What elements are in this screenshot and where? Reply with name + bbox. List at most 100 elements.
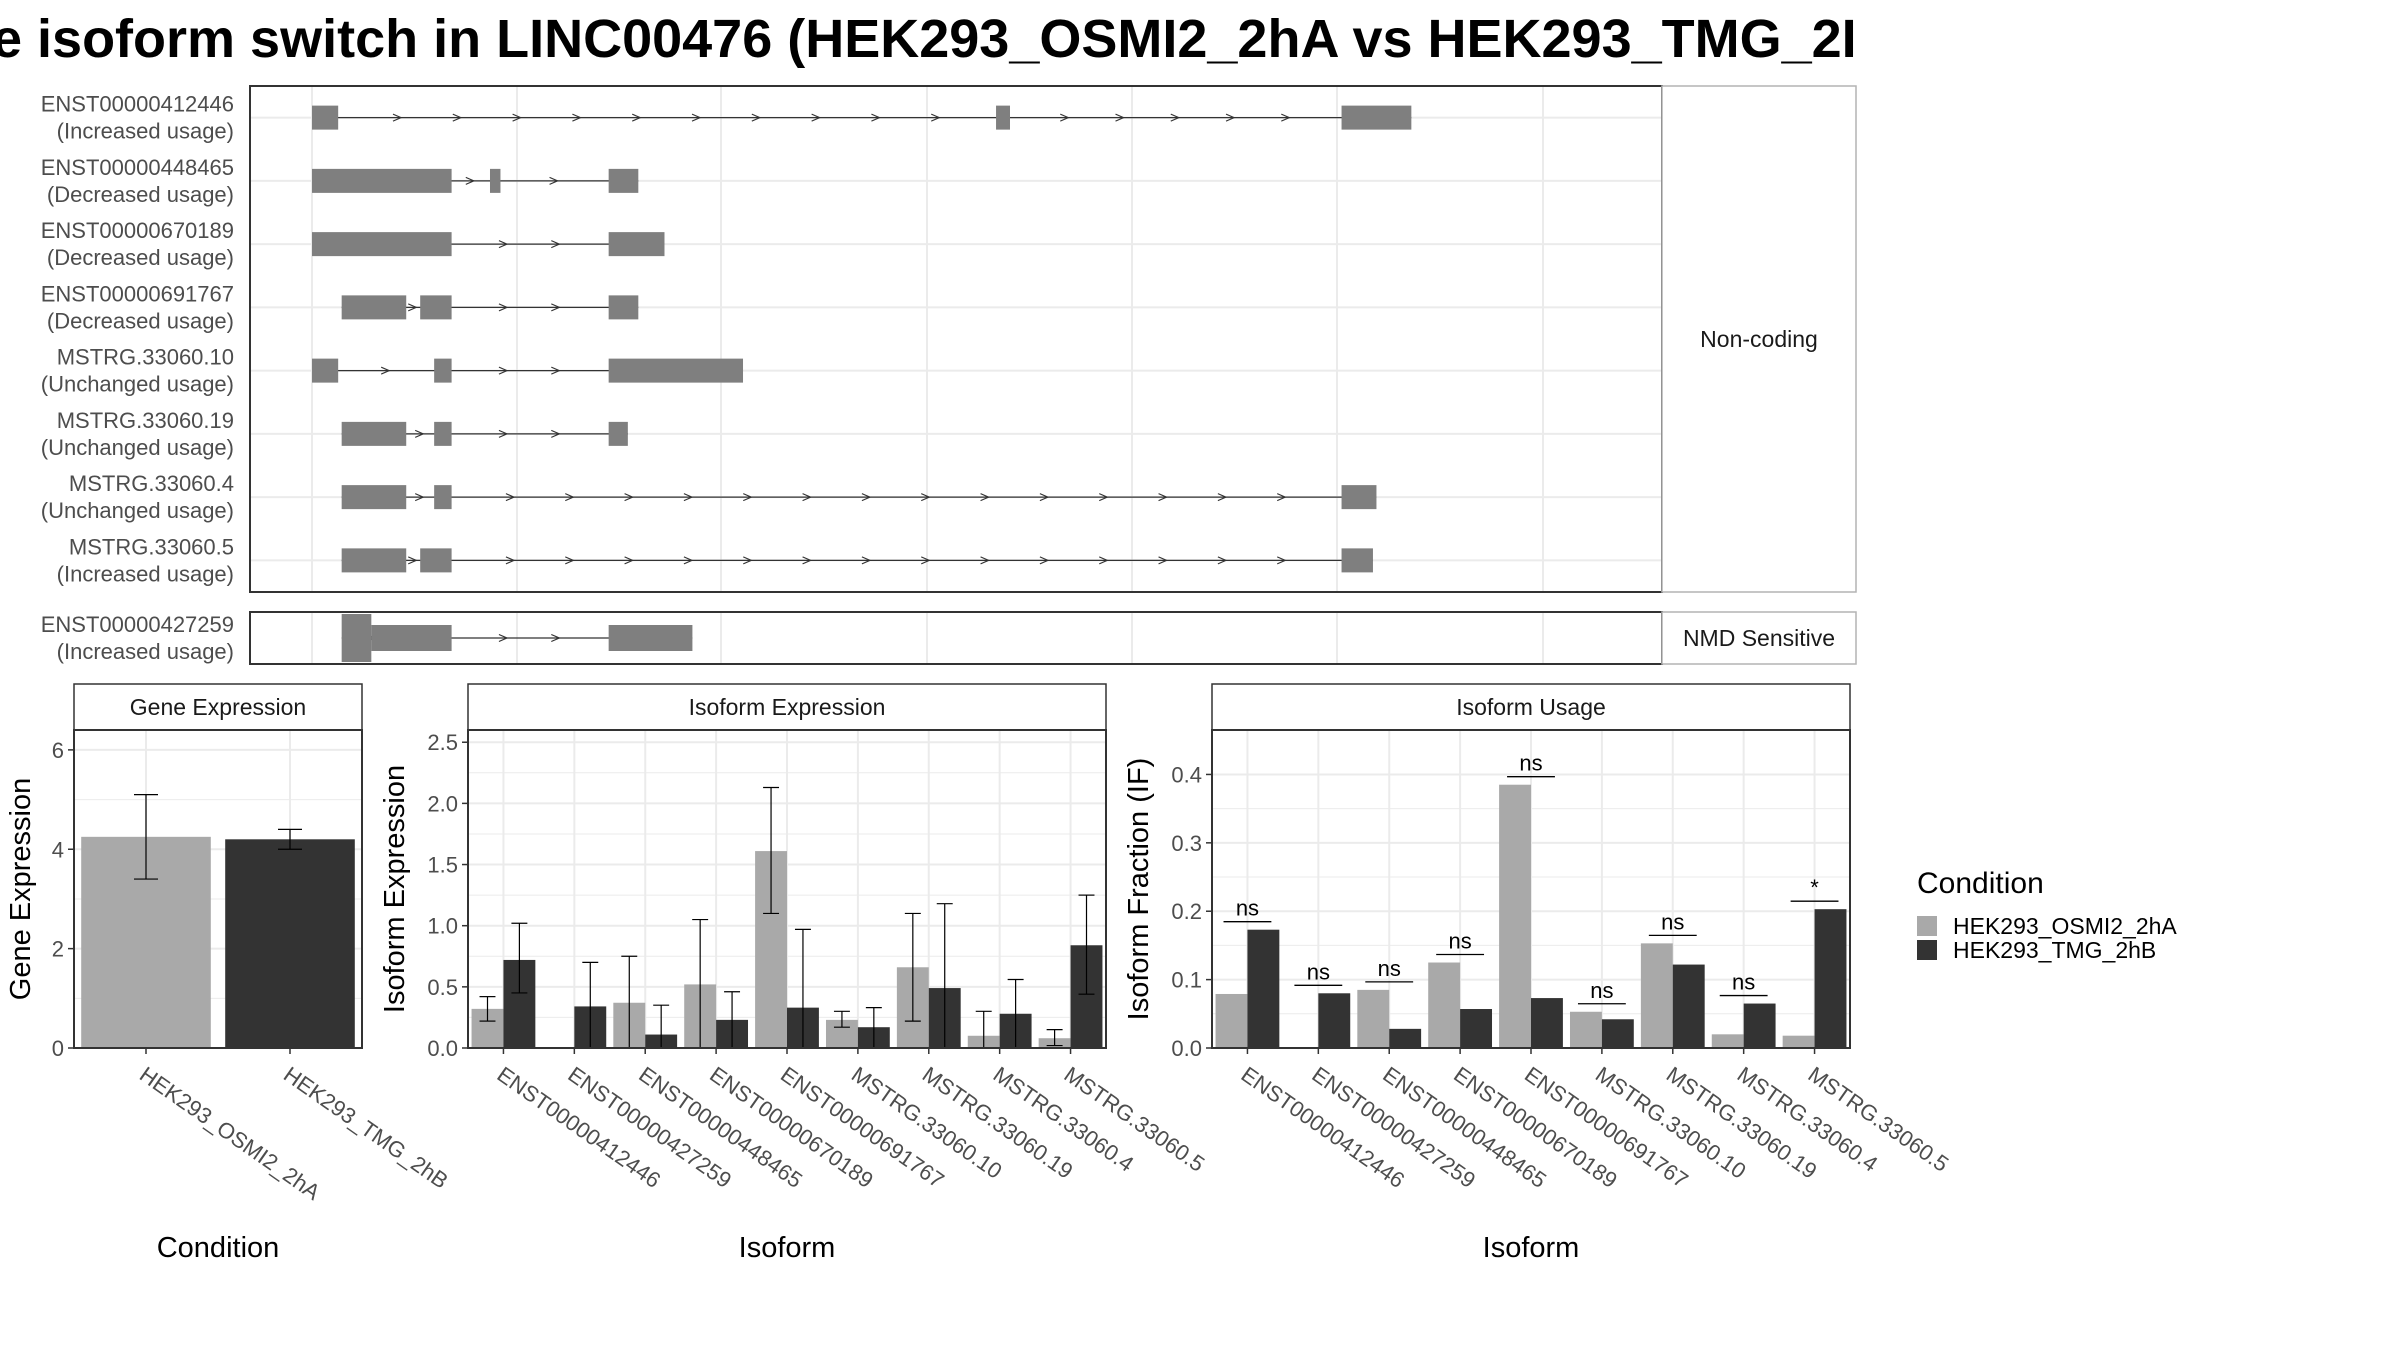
- intron-arrow: [380, 366, 391, 375]
- intron-arrow: [1158, 556, 1169, 565]
- intron-arrow: [465, 176, 476, 185]
- intron-arrow: [551, 366, 561, 375]
- intron-arrow: [920, 493, 931, 502]
- y-tick-label: 2.5: [427, 730, 458, 755]
- intron-arrow: [565, 556, 575, 565]
- transcript-usage-label: (Decreased usage): [47, 308, 234, 333]
- legend-entry-label: HEK293_OSMI2_2hA: [1953, 913, 2177, 939]
- exon-block: [608, 625, 693, 651]
- bar-series-2: [1743, 1003, 1776, 1048]
- significance-label: ns: [1236, 896, 1259, 921]
- intron-arrow: [498, 429, 509, 438]
- exon-block: [608, 232, 665, 257]
- x-axis-label: Isoform: [1483, 1232, 1580, 1264]
- transcript-id-label: ENST00000412446: [41, 92, 234, 117]
- intron-arrow: [572, 113, 582, 122]
- exon-block: [608, 358, 744, 383]
- y-tick-label: 0.4: [1171, 762, 1202, 787]
- significance-label: ns: [1661, 909, 1684, 934]
- panel-strip: [1211, 683, 1851, 731]
- y-tick-label: 4: [52, 837, 64, 862]
- exon-block: [1341, 548, 1373, 573]
- transcript-id-label: MSTRG.33060.4: [69, 471, 234, 496]
- exon-block: [341, 614, 372, 662]
- legend-title: Condition: [1917, 867, 2044, 900]
- transcript-usage-label: (Decreased usage): [47, 245, 234, 270]
- exon-block: [489, 168, 501, 193]
- bar-series-2: [1247, 929, 1280, 1048]
- exon-block: [341, 295, 407, 320]
- intron-arrow: [631, 113, 642, 122]
- significance-label: ns: [1732, 970, 1755, 995]
- intron-arrow: [1115, 113, 1126, 122]
- intron-arrow: [551, 429, 561, 438]
- intron-arrow: [1098, 556, 1109, 565]
- y-tick-label: 6: [52, 738, 64, 763]
- y-axis-label: Gene Expression: [5, 778, 37, 1000]
- y-tick-label: 0.0: [1171, 1036, 1202, 1061]
- panel-strip: [73, 683, 363, 731]
- exon-block: [312, 358, 339, 383]
- intron-arrow: [565, 493, 575, 502]
- x-axis-label: Isoform: [739, 1232, 836, 1264]
- intron-arrow: [691, 113, 702, 122]
- transcript-id-label: ENST00000448465: [41, 155, 234, 180]
- intron-arrow: [861, 556, 872, 565]
- panel-title: Isoform Usage: [1456, 694, 1606, 720]
- y-tick-label: 0.3: [1171, 831, 1202, 856]
- panel-strip: [467, 683, 1107, 731]
- exon-block: [1341, 105, 1412, 130]
- intron-arrow: [743, 493, 753, 502]
- significance-label: ns: [1519, 751, 1542, 776]
- transcript-id-label: MSTRG.33060.5: [69, 534, 234, 559]
- intron-arrow: [392, 113, 403, 122]
- intron-arrow: [1217, 556, 1228, 565]
- y-tick-label: 2: [52, 937, 64, 962]
- exon-block: [341, 485, 407, 510]
- isoform-expression-chart: Isoform ExpressionENST00000412446ENST000…: [379, 683, 1209, 1264]
- exon-block: [1341, 485, 1377, 510]
- panel-title: Gene Expression: [130, 694, 306, 720]
- intron-arrow: [811, 113, 822, 122]
- intron-arrow: [871, 113, 881, 122]
- intron-arrow: [743, 556, 753, 565]
- intron-arrow: [512, 113, 523, 122]
- intron-arrow: [498, 303, 509, 312]
- bar-series-1: [1215, 993, 1248, 1048]
- intron-arrow: [414, 493, 425, 502]
- intron-arrow: [1060, 113, 1070, 122]
- bar-series-1: [1428, 962, 1461, 1048]
- intron-arrow: [1039, 493, 1050, 502]
- y-tick-label: 1.5: [427, 853, 458, 878]
- y-tick-label: 0.2: [1171, 899, 1202, 924]
- exon-block: [608, 295, 639, 320]
- intron-arrow: [980, 556, 991, 565]
- intron-arrow: [802, 556, 813, 565]
- intron-arrow: [751, 113, 762, 122]
- panel-border: [467, 729, 1107, 1049]
- intron-arrow: [498, 240, 509, 249]
- y-tick-label: 0.0: [427, 1036, 458, 1061]
- significance-label: ns: [1378, 956, 1401, 981]
- intron-arrow: [549, 176, 560, 185]
- intron-arrow: [505, 493, 516, 502]
- exon-block: [312, 168, 452, 193]
- exon-block: [608, 421, 628, 446]
- significance-label: ns: [1590, 978, 1613, 1003]
- significance-label: ns: [1307, 959, 1330, 984]
- y-tick-label: 1.0: [427, 914, 458, 939]
- isoform-usage-chart: Isoform UsagensENST00000412446nsENST0000…: [1123, 683, 1953, 1264]
- facet-label: NMD Sensitive: [1683, 625, 1835, 651]
- transcript-structure-plot: ENST00000412446(Increased usage)ENST0000…: [41, 85, 1857, 665]
- intron-arrow: [1281, 113, 1291, 122]
- exon-block: [420, 295, 452, 320]
- transcript-id-label: ENST00000691767: [41, 281, 234, 306]
- transcript-id-label: MSTRG.33060.19: [57, 408, 234, 433]
- intron-arrow: [802, 493, 813, 502]
- facet-strip: [1661, 611, 1857, 665]
- intron-arrow: [1276, 493, 1287, 502]
- y-tick-label: 0: [52, 1036, 64, 1061]
- intron-arrow: [861, 493, 872, 502]
